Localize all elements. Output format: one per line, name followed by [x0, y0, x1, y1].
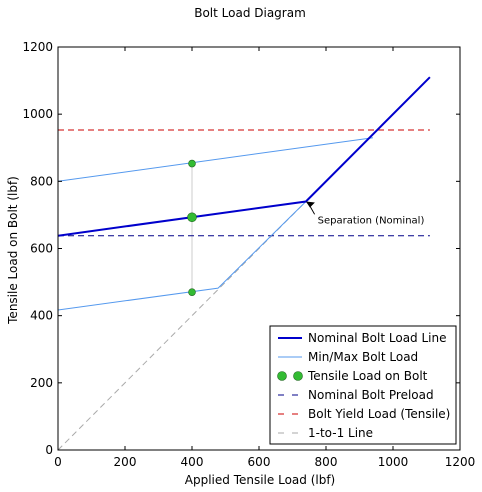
min-max-bolt-load-line	[58, 201, 307, 311]
x-tick-label: 800	[315, 455, 338, 469]
legend-entry-label: Nominal Bolt Preload	[308, 388, 434, 402]
y-axis-title: Tensile Load on Bolt (lbf)	[6, 176, 20, 325]
y-tick-label: 1000	[22, 107, 53, 121]
legend-entry-label: Nominal Bolt Load Line	[308, 331, 447, 345]
min-max-bolt-load-line	[58, 137, 373, 182]
annotation-label: Separation (Nominal)	[318, 215, 425, 226]
y-tick-label: 800	[30, 174, 53, 188]
legend-entry-label: Tensile Load on Bolt	[307, 369, 428, 383]
legend-entry-label: Min/Max Bolt Load	[308, 350, 418, 364]
legend-entry-label: 1-to-1 Line	[308, 426, 373, 440]
y-tick-label: 600	[30, 242, 53, 256]
legend-marker	[277, 371, 287, 381]
axis-ticks: 0 200 400 600 800 1000 1200 0 200 400 600 800 1000 12…	[22, 40, 475, 469]
x-tick-label: 1000	[378, 455, 409, 469]
annotation-arrowhead	[305, 201, 315, 208]
y-tick-label: 1200	[22, 40, 53, 54]
y-tick-label: 200	[30, 376, 53, 390]
x-tick-label: 400	[181, 455, 204, 469]
x-tick-label: 200	[114, 455, 137, 469]
tensile-load-point	[188, 288, 196, 296]
series-group	[58, 76, 431, 450]
legend-marker	[293, 371, 303, 381]
nominal-bolt-load-line-line	[58, 76, 431, 237]
legend: Nominal Bolt Load Line Min/Max Bolt Load T…	[269, 325, 457, 445]
x-tick-label: 600	[248, 455, 271, 469]
x-tick-label: 1200	[445, 455, 476, 469]
tensile-load-point	[187, 212, 197, 223]
y-tick-label: 0	[45, 443, 53, 457]
x-axis-title: Applied Tensile Load (lbf)	[185, 473, 335, 487]
chart-title: Bolt Load Diagram	[194, 6, 306, 20]
tensile-load-point	[188, 159, 196, 168]
x-tick-label: 0	[54, 455, 62, 469]
y-tick-label: 400	[30, 309, 53, 323]
legend-entry-label: Bolt Yield Load (Tensile)	[308, 407, 450, 421]
legend-box	[269, 325, 457, 445]
